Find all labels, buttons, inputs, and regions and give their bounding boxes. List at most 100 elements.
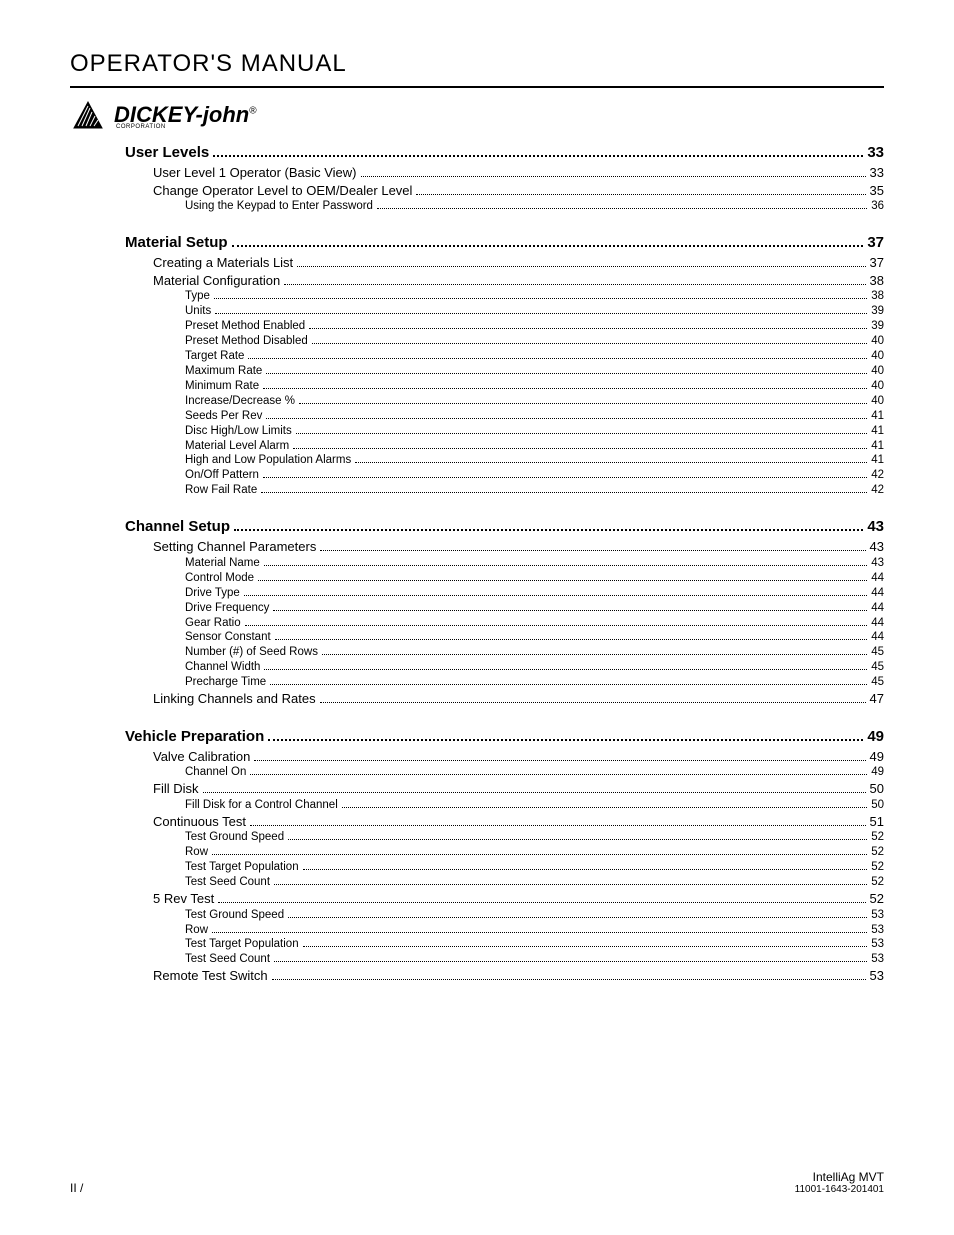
toc-entry: Setting Channel Parameters43: [153, 538, 884, 556]
toc-entry-label: Row: [185, 845, 208, 860]
toc-entry: Control Mode44: [185, 571, 884, 586]
toc-entry: Creating a Materials List37: [153, 254, 884, 272]
toc-leader-dots: [264, 669, 867, 670]
toc-entry-label: Test Ground Speed: [185, 830, 284, 845]
toc-entry-page: 51: [870, 813, 884, 831]
toc-entry: Row Fail Rate42: [185, 483, 884, 498]
toc-entry-label: User Level 1 Operator (Basic View): [153, 164, 357, 182]
brand-text: DICKEY-john® CORPORATION: [114, 102, 257, 130]
toc-entry-label: Channel Width: [185, 660, 260, 675]
toc-entry: User Levels33: [125, 144, 884, 161]
toc-entry-page: 49: [871, 765, 884, 780]
toc-entry-label: Change Operator Level to OEM/Dealer Leve…: [153, 182, 412, 200]
toc-leader-dots: [218, 902, 865, 903]
toc-leader-dots: [355, 462, 867, 463]
toc-entry: Row52: [185, 845, 884, 860]
toc-entry-page: 44: [871, 630, 884, 645]
toc-entry-label: Test Target Population: [185, 937, 299, 952]
registered-icon: ®: [249, 106, 256, 117]
toc-entry-label: Units: [185, 304, 211, 319]
toc-entry-label: Preset Method Disabled: [185, 334, 308, 349]
toc-entry-label: Test Target Population: [185, 860, 299, 875]
toc-entry: Number (#) of Seed Rows45: [185, 645, 884, 660]
toc-entry-label: Type: [185, 289, 210, 304]
toc-entry: 5 Rev Test52: [153, 890, 884, 908]
toc-entry: Test Seed Count52: [185, 875, 884, 890]
toc-leader-dots: [244, 595, 867, 596]
toc-leader-dots: [212, 932, 867, 933]
toc-entry-page: 44: [871, 616, 884, 631]
toc-leader-dots: [212, 854, 867, 855]
toc-entry-label: Drive Type: [185, 586, 240, 601]
toc-entry: Type 38: [185, 289, 884, 304]
toc-entry: Vehicle Preparation49: [125, 728, 884, 745]
footer: II / IntelliAg MVT 11001-1643-201401: [70, 1170, 884, 1195]
toc-entry-page: 50: [870, 780, 884, 798]
toc-entry-page: 37: [867, 234, 884, 251]
toc-entry-label: Continuous Test: [153, 813, 246, 831]
toc-leader-dots: [312, 343, 867, 344]
toc-entry-page: 52: [871, 875, 884, 890]
toc-entry-page: 45: [871, 660, 884, 675]
toc-entry: High and Low Population Alarms41: [185, 453, 884, 468]
toc-entry: Remote Test Switch53: [153, 967, 884, 985]
toc-entry-label: Test Ground Speed: [185, 908, 284, 923]
toc-entry: Test Seed Count53: [185, 952, 884, 967]
toc-entry-label: Minimum Rate: [185, 379, 259, 394]
toc-entry: Valve Calibration49: [153, 748, 884, 766]
toc-entry-label: Vehicle Preparation: [125, 728, 264, 745]
toc-leader-dots: [284, 284, 865, 285]
toc-entry-page: 42: [871, 468, 884, 483]
toc-leader-dots: [254, 760, 865, 761]
toc-entry: Gear Ratio44: [185, 616, 884, 631]
toc-leader-dots: [248, 358, 867, 359]
toc-entry-label: Maximum Rate: [185, 364, 262, 379]
toc-leader-dots: [297, 266, 865, 267]
brand-logo-icon: [70, 98, 106, 134]
toc-entry-page: 42: [871, 483, 884, 498]
toc-entry-label: Control Mode: [185, 571, 254, 586]
toc-leader-dots: [342, 807, 867, 808]
toc-leader-dots: [274, 884, 867, 885]
toc-entry: Material Level Alarm 41: [185, 439, 884, 454]
toc-entry-page: 38: [871, 289, 884, 304]
toc-leader-dots: [214, 298, 867, 299]
toc-entry: Units39: [185, 304, 884, 319]
toc-entry: Fill Disk50: [153, 780, 884, 798]
page: OPERATOR'S MANUAL DICKEY-john® CORPORATI…: [0, 0, 954, 1235]
toc-entry-label: Creating a Materials List: [153, 254, 293, 272]
toc-entry-label: Disc High/Low Limits: [185, 424, 292, 439]
toc-entry-page: 41: [871, 424, 884, 439]
toc-entry-page: 53: [871, 908, 884, 923]
toc-entry-label: Linking Channels and Rates: [153, 690, 316, 708]
toc-entry: Continuous Test 51: [153, 813, 884, 831]
toc-entry-label: Material Level Alarm: [185, 439, 289, 454]
toc-entry-label: Target Rate: [185, 349, 244, 364]
toc-entry-page: 38: [870, 272, 884, 290]
toc-entry-page: 53: [871, 923, 884, 938]
header-rule: [70, 86, 884, 88]
footer-right: IntelliAg MVT 11001-1643-201401: [795, 1170, 884, 1195]
toc-entry-label: Test Seed Count: [185, 952, 270, 967]
toc-entry-label: Increase/Decrease %: [185, 394, 295, 409]
toc-entry: Channel Width 45: [185, 660, 884, 675]
toc-entry-label: Remote Test Switch: [153, 967, 268, 985]
toc-entry-page: 33: [867, 144, 884, 161]
toc-leader-dots: [320, 702, 866, 703]
toc-entry-label: Row: [185, 923, 208, 938]
toc-entry: Precharge Time45: [185, 675, 884, 690]
toc-leader-dots: [322, 654, 867, 655]
toc-leader-dots: [303, 869, 868, 870]
toc-entry: Seeds Per Rev41: [185, 409, 884, 424]
toc-entry-label: Drive Frequency: [185, 601, 269, 616]
toc-leader-dots: [288, 917, 867, 918]
toc-entry-label: Sensor Constant: [185, 630, 271, 645]
toc-entry-page: 39: [871, 319, 884, 334]
toc-entry-label: Valve Calibration: [153, 748, 250, 766]
toc-leader-dots: [296, 433, 867, 434]
toc-entry-label: Channel On: [185, 765, 246, 780]
toc-entry-page: 41: [871, 439, 884, 454]
toc-leader-dots: [263, 388, 867, 389]
toc-entry-page: 40: [871, 349, 884, 364]
toc-entry: Target Rate 40: [185, 349, 884, 364]
